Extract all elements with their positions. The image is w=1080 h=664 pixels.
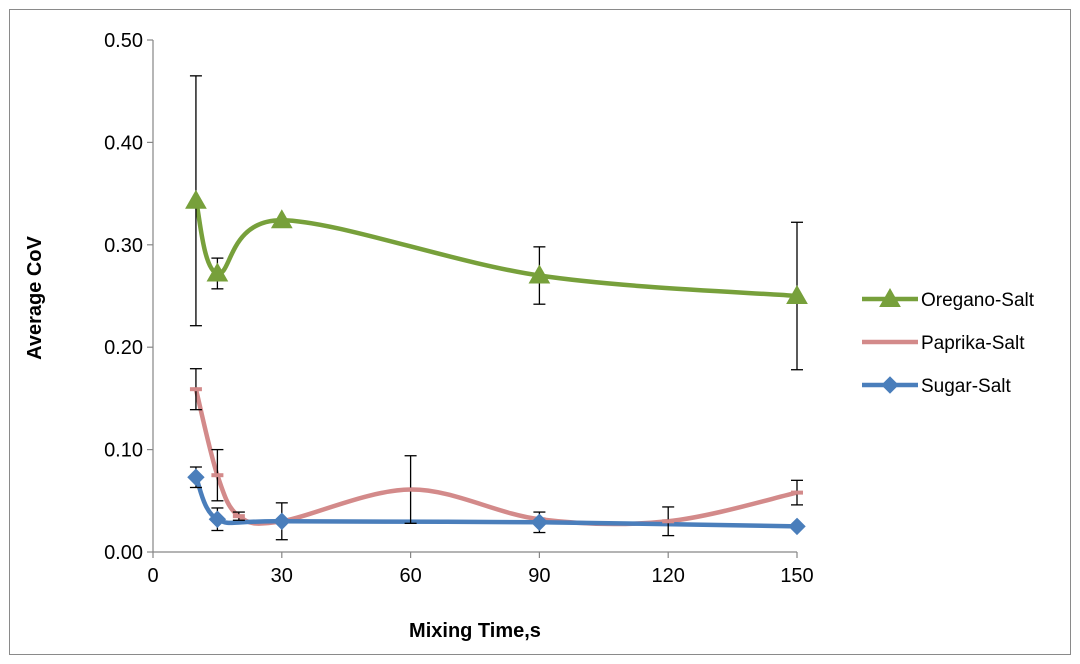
legend-swatch-marker [881,376,899,394]
series-line-paprika-salt [193,386,800,527]
x-tick-label: 30 [271,565,293,587]
data-point-oregano-salt [528,264,551,284]
x-tick-label: 120 [652,565,685,587]
data-point-oregano-salt [206,262,229,282]
legend-label: Sugar-Salt [921,376,1011,397]
errorbar-layer [189,75,803,541]
legend-item-sugar-salt: Sugar-Salt [862,376,1011,397]
data-point-oregano-salt [185,189,207,209]
x-tick-label: 0 [147,565,158,587]
axes [152,40,797,553]
data-point-oregano-salt [786,284,808,304]
y-axis-title: Average CoV [24,235,46,359]
chart-border [9,9,1071,655]
x-tick-label: 90 [528,565,550,587]
y-tick-label: 0.30 [104,235,143,257]
y-tick-label: 0.50 [104,30,143,52]
series-layer [193,198,800,529]
legend-item-oregano-salt: Oregano-Salt [862,287,1035,311]
legend-label: Oregano-Salt [921,290,1035,311]
legend-label: Paprika-Salt [921,333,1025,354]
data-point-sugar-salt [187,468,205,486]
data-point-sugar-salt [273,512,291,530]
y-tick-label: 0.00 [104,542,143,564]
legend-swatch-marker [879,287,901,307]
y-tick-label: 0.20 [104,337,143,359]
x-tick-label: 150 [780,565,813,587]
ticks [147,39,798,558]
tick-labels: 0.00 0.10 0.20 0.30 0.40 0.50 0 30 60 90 120 150 [104,30,814,587]
x-tick-label: 60 [399,565,421,587]
legend: Oregano-Salt Paprika-Salt Sugar-Salt [862,287,1035,397]
data-point-sugar-salt [530,513,549,532]
marker-layer [185,189,808,536]
data-point-sugar-salt [788,517,806,536]
y-tick-label: 0.40 [104,132,143,154]
x-axis-title: Mixing Time,s [409,620,541,642]
data-point-oregano-salt [270,209,293,229]
legend-item-paprika-salt: Paprika-Salt [862,333,1025,354]
y-tick-label: 0.10 [104,440,143,462]
data-point-sugar-salt [208,510,227,528]
series-line-oregano-salt [193,198,800,299]
